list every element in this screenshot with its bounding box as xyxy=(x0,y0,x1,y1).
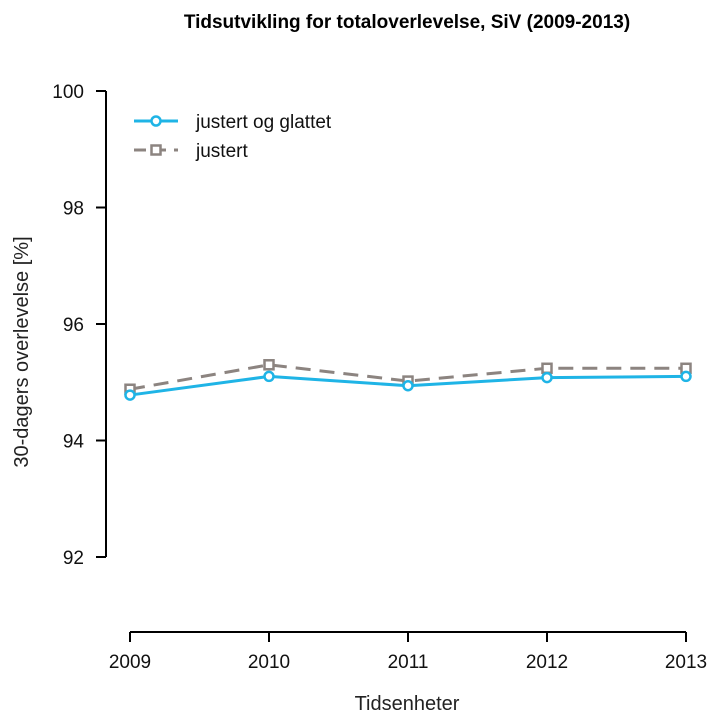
data-point xyxy=(541,362,553,375)
chart-title: Tidsutvikling for totaloverlevelse, SiV … xyxy=(184,12,630,33)
legend-marker xyxy=(150,115,162,127)
data-point xyxy=(263,359,275,371)
y-tick-label: 94 xyxy=(63,432,85,453)
x-axis: 2009 2010 2011 2012 2013 xyxy=(109,631,707,673)
y-tick-label: 92 xyxy=(63,548,84,569)
data-point xyxy=(541,371,553,384)
x-tick-label: 2010 xyxy=(248,652,290,673)
series-line xyxy=(129,363,686,391)
y-axis: 92 94 96 98 100 xyxy=(52,82,107,569)
y-tick-label: 98 xyxy=(63,199,84,220)
x-tick-label: 2011 xyxy=(388,652,429,673)
data-point xyxy=(680,370,692,383)
legend: justert og glattet justert xyxy=(134,112,332,162)
x-axis-label: Tidsenheter xyxy=(355,693,460,715)
x-tick-label: 2012 xyxy=(526,652,568,673)
data-point xyxy=(263,370,275,383)
y-tick-label: 100 xyxy=(52,82,84,103)
y-axis-label: 30-dagers overlevelse [%] xyxy=(11,236,33,467)
legend-label: justert og glattet xyxy=(195,112,332,133)
legend-label: justert xyxy=(195,141,248,162)
x-tick-label: 2013 xyxy=(665,652,707,673)
y-tick-label: 96 xyxy=(63,315,84,336)
data-point xyxy=(124,389,136,401)
x-tick-label: 2009 xyxy=(109,652,151,673)
legend-marker xyxy=(150,144,162,156)
data-point xyxy=(402,379,414,392)
series-layer xyxy=(124,359,692,401)
